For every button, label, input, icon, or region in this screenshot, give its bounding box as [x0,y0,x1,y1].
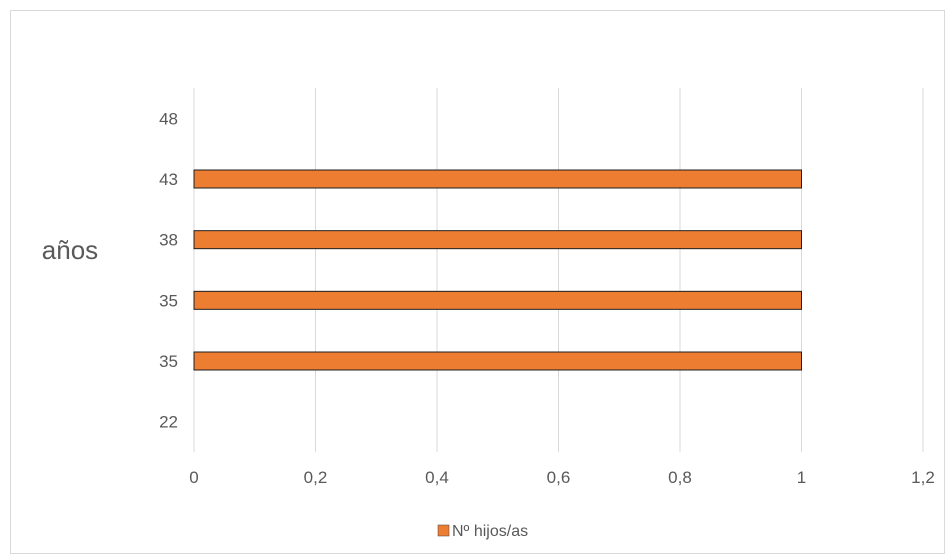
y-tick-label: 43 [159,170,178,189]
y-axis-ticks: 22 35 35 38 43 48 [159,109,178,431]
chart-frame [10,10,945,554]
x-tick-label: 0 [189,468,198,487]
x-tick-label: 0,8 [668,468,692,487]
x-tick-label: 1 [797,468,806,487]
gridlines [193,88,924,452]
x-tick-label: 0,4 [425,468,449,487]
y-axis-title: años [42,235,98,265]
bar [193,230,802,250]
x-tick-label: 1,2 [911,468,935,487]
bar [193,169,802,189]
x-axis-ticks: 0 0,2 0,4 0,6 0,8 1 1,2 [189,468,935,487]
x-tick-label: 0,6 [547,468,571,487]
legend-swatch [437,524,450,537]
legend: Nº hijos/as [437,523,528,540]
bar [193,290,802,310]
y-tick-label: 48 [159,109,178,128]
y-tick-label: 38 [159,231,178,250]
x-tick-label: 0,2 [304,468,328,487]
bar [193,351,802,371]
y-tick-label: 22 [159,413,178,432]
legend-label: Nº hijos/as [452,523,528,540]
y-tick-label: 35 [159,291,178,310]
bars [193,169,802,371]
y-tick-label: 35 [159,352,178,371]
